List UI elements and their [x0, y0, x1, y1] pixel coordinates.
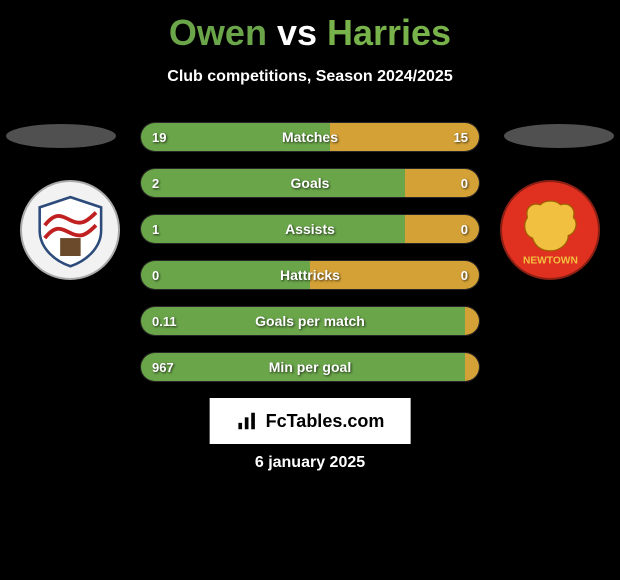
bar-value-left: 1	[152, 214, 159, 244]
bar-seg-left	[141, 307, 465, 335]
bar-value-left: 0	[152, 260, 159, 290]
bar-track	[140, 214, 480, 244]
comparison-card: Owen vs Harries Club competitions, Seaso…	[0, 0, 620, 580]
title-player-right: Harries	[327, 12, 451, 53]
title-player-left: Owen	[169, 12, 267, 53]
bar-value-left: 0.11	[152, 306, 177, 336]
bar-value-right: 15	[454, 122, 468, 152]
date-text: 6 january 2025	[0, 454, 620, 472]
bar-seg-right	[310, 261, 479, 289]
chart-icon	[236, 410, 258, 432]
stat-bar: 0 Hattricks 0	[140, 260, 480, 290]
bar-seg-left	[141, 353, 465, 381]
bar-seg-left	[141, 123, 330, 151]
bar-seg-left	[141, 261, 310, 289]
bar-seg-left	[141, 215, 405, 243]
bar-value-left: 967	[152, 352, 174, 382]
subtitle: Club competitions, Season 2024/2025	[0, 68, 620, 86]
bar-value-left: 2	[152, 168, 159, 198]
source-text: FcTables.com	[266, 411, 385, 432]
right-club-crest: NEWTOWN	[500, 180, 600, 280]
source-badge: FcTables.com	[210, 398, 411, 444]
stat-bar: 967 Min per goal	[140, 352, 480, 382]
bar-seg-right	[465, 353, 479, 381]
shield-icon: NEWTOWN	[512, 192, 589, 269]
left-club-crest	[20, 180, 120, 280]
title: Owen vs Harries	[0, 0, 620, 54]
bar-seg-left	[141, 169, 405, 197]
shield-icon	[32, 192, 109, 269]
bar-seg-right	[465, 307, 479, 335]
bar-value-left: 19	[152, 122, 166, 152]
stat-bar: 2 Goals 0	[140, 168, 480, 198]
bar-track	[140, 122, 480, 152]
right-shadow-oval	[504, 124, 614, 148]
bar-value-right: 0	[461, 260, 468, 290]
bar-track	[140, 306, 480, 336]
svg-text:NEWTOWN: NEWTOWN	[523, 255, 578, 266]
stat-bars: 19 Matches 15 2 Goals 0 1 Assists 0 0 Ha…	[140, 122, 480, 398]
bar-track	[140, 352, 480, 382]
bar-value-right: 0	[461, 168, 468, 198]
stat-bar: 19 Matches 15	[140, 122, 480, 152]
left-shadow-oval	[6, 124, 116, 148]
title-vs: vs	[267, 12, 327, 53]
bar-track	[140, 260, 480, 290]
stat-bar: 0.11 Goals per match	[140, 306, 480, 336]
bar-track	[140, 168, 480, 198]
stat-bar: 1 Assists 0	[140, 214, 480, 244]
bar-value-right: 0	[461, 214, 468, 244]
